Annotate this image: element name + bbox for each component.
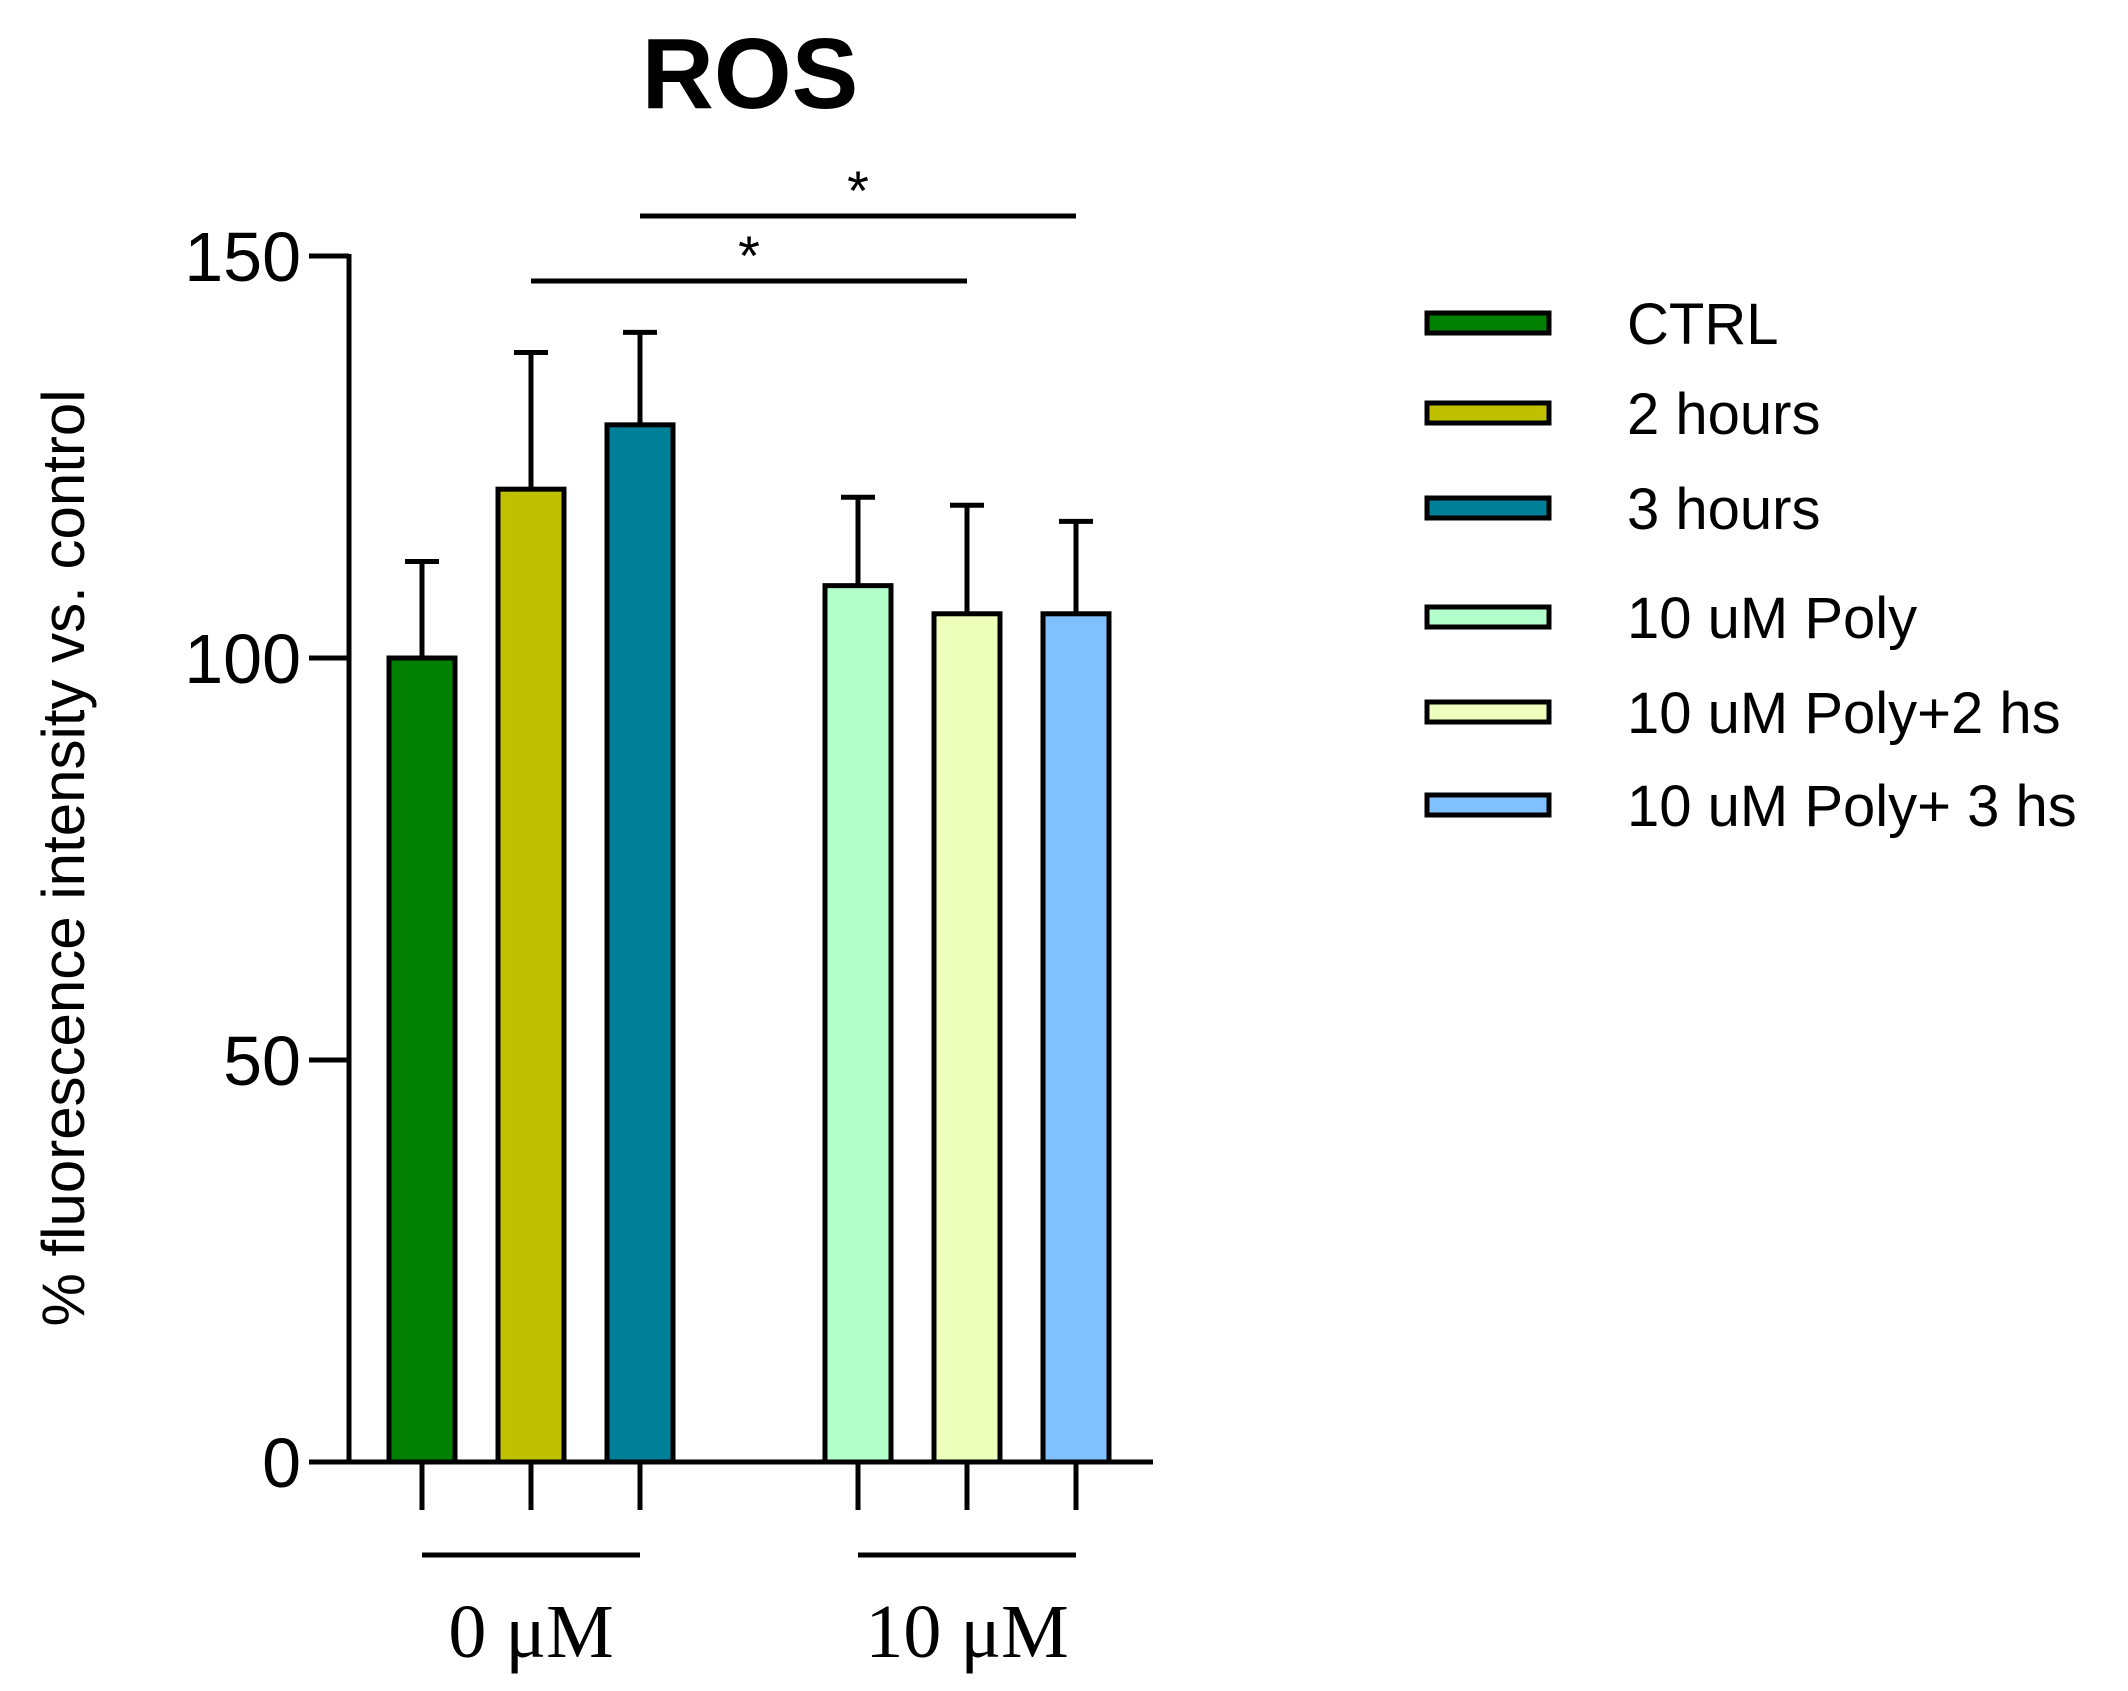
legend-swatch — [1424, 699, 1552, 725]
y-axis-label: % fluorescence intensity vs. control — [30, 389, 97, 1326]
bar-10-um-poly-2-hs — [931, 611, 1003, 1465]
legend-label: 3 hours — [1627, 477, 1820, 542]
legend-swatch — [1424, 310, 1552, 336]
legend-swatch — [1424, 792, 1552, 818]
bar-10-um-poly — [822, 583, 894, 1465]
y-tick-label: 0 — [262, 1424, 301, 1502]
significance-label: * — [738, 224, 760, 287]
bar-ctrl — [386, 655, 458, 1465]
axes: 0 50 100 150 — [184, 218, 1153, 1510]
y-tick-label: 100 — [184, 620, 301, 698]
legend-label: 2 hours — [1627, 382, 1820, 447]
legend-label: 10 uM Poly — [1627, 586, 1917, 651]
bar-2-hours — [495, 486, 567, 1465]
bars — [386, 329, 1112, 1465]
legend-label: 10 uM Poly+2 hs — [1627, 681, 2061, 746]
legend-swatch — [1424, 604, 1552, 630]
significance-brackets: ** — [531, 159, 1076, 287]
chart-title: ROS — [642, 18, 859, 130]
legend-swatch — [1424, 400, 1552, 426]
y-tick-label: 150 — [184, 218, 301, 296]
significance-label: * — [847, 159, 869, 222]
group-label: 0 μM — [448, 1590, 613, 1674]
y-tick-label: 50 — [223, 1022, 301, 1100]
legend-label: 10 uM Poly+ 3 hs — [1627, 774, 2077, 839]
legend-label: CTRL — [1627, 292, 1778, 357]
bar-10-um-poly-3-hs — [1040, 611, 1112, 1465]
bar-3-hours — [604, 422, 676, 1465]
legend-swatch — [1424, 495, 1552, 521]
group-labels: 0 μM 10 μM — [422, 1552, 1076, 1674]
legend: CTRL 2 hours 3 hours 10 uM Poly 10 uM Poly+2… — [1424, 292, 2077, 839]
group-label: 10 μM — [865, 1590, 1068, 1674]
